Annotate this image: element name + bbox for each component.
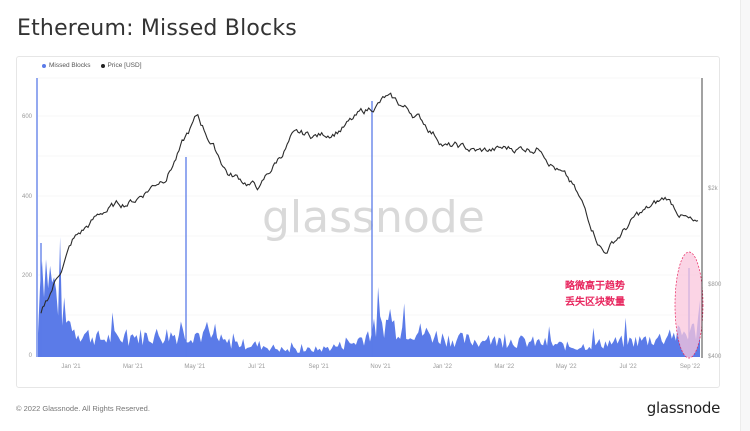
footer-copyright: © 2022 Glassnode. All Rights Reserved. xyxy=(16,404,150,413)
svg-text:Nov '21: Nov '21 xyxy=(370,364,391,370)
svg-text:Mar '22: Mar '22 xyxy=(494,364,514,370)
highlight-ellipse xyxy=(674,251,704,359)
svg-text:600: 600 xyxy=(22,114,33,120)
svg-text:Sep '22: Sep '22 xyxy=(680,364,701,370)
svg-text:0: 0 xyxy=(29,353,33,359)
watermark: glassnode xyxy=(262,192,485,243)
svg-text:$400: $400 xyxy=(708,354,722,360)
svg-text:400: 400 xyxy=(22,194,33,200)
missed-blocks-bars xyxy=(38,237,700,357)
svg-text:$2k: $2k xyxy=(708,186,719,192)
left-axis: 600 400 200 0 xyxy=(22,114,33,359)
legend-dot-icon xyxy=(100,63,105,68)
x-axis: Jan '21 Mar '21 May '21 Jul '21 Sep '21 Nov '… xyxy=(61,364,700,370)
svg-text:Sep '21: Sep '21 xyxy=(309,364,330,370)
legend-label: Price [USD] xyxy=(107,62,142,69)
svg-text:Jan '21: Jan '21 xyxy=(61,364,81,370)
svg-text:Mar '21: Mar '21 xyxy=(123,364,143,370)
annotation-line1: 略微高于趋势 xyxy=(565,279,625,292)
legend-item-price[interactable]: Price [USD] xyxy=(100,62,142,69)
grid-lines xyxy=(38,77,700,316)
svg-text:May '22: May '22 xyxy=(556,364,577,370)
legend-item-missed-blocks[interactable]: Missed Blocks xyxy=(42,62,91,69)
legend-dot-icon xyxy=(42,63,46,68)
svg-text:Jul '22: Jul '22 xyxy=(620,364,638,370)
svg-text:Jan '22: Jan '22 xyxy=(433,364,453,370)
svg-text:$800: $800 xyxy=(708,282,722,288)
svg-text:Jul '21: Jul '21 xyxy=(248,364,266,370)
legend-label: Missed Blocks xyxy=(49,62,91,69)
footer-logo[interactable]: glassnode xyxy=(646,399,721,417)
right-axis: $2k $800 $400 xyxy=(708,186,722,360)
annotation-line2: 丢失区块数量 xyxy=(565,295,625,308)
page-title: Ethereum: Missed Blocks xyxy=(17,16,297,41)
chart-legend: Missed Blocks Price [USD] xyxy=(42,62,142,69)
svg-text:May '21: May '21 xyxy=(184,364,205,370)
price-line xyxy=(40,92,699,314)
svg-text:200: 200 xyxy=(22,273,33,279)
